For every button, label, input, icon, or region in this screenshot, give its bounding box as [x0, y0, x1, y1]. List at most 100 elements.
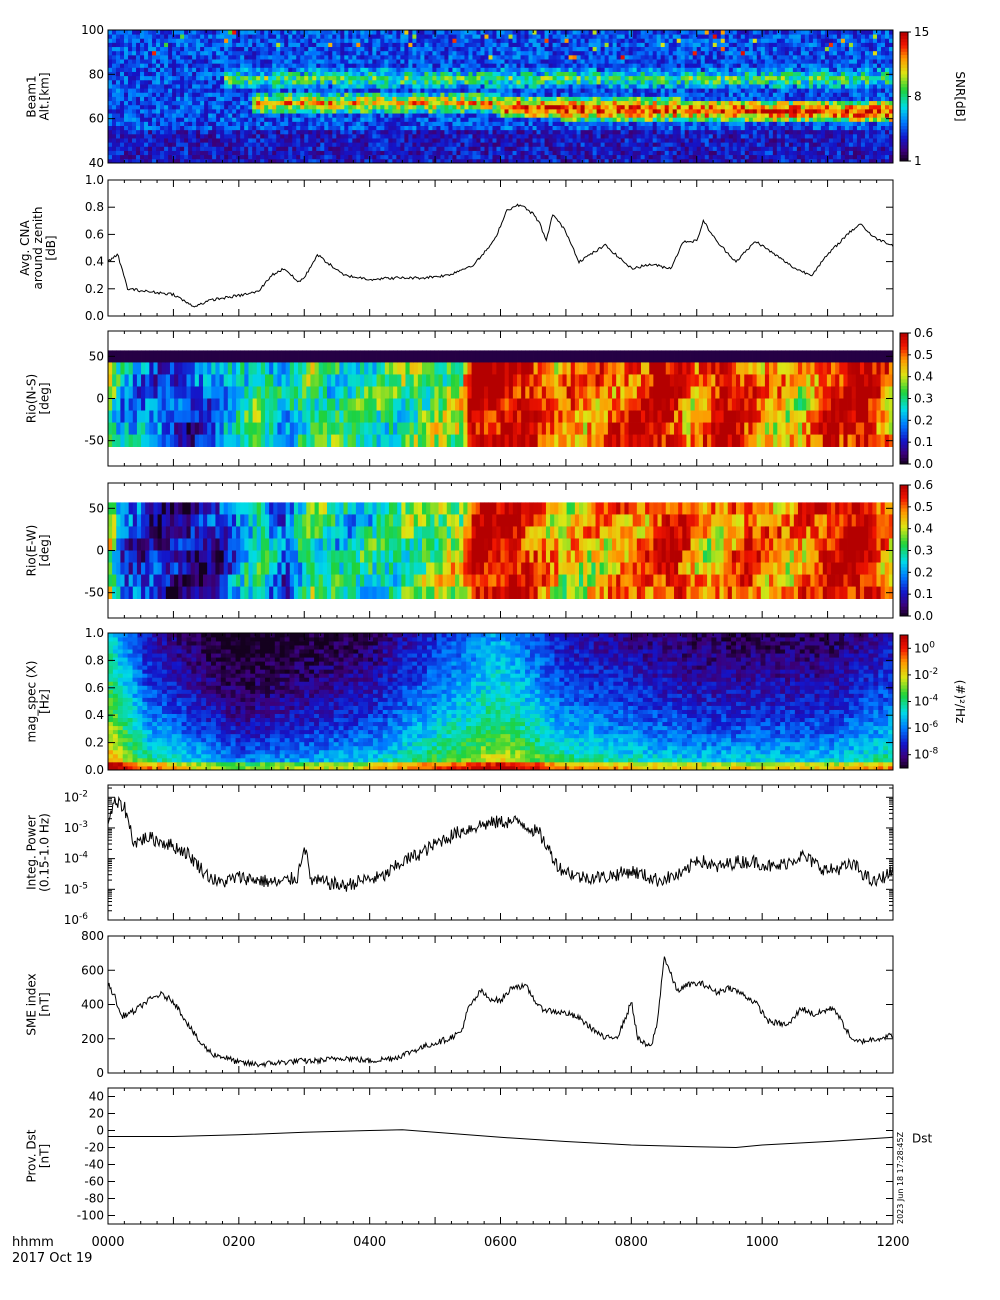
snr-cell	[588, 108, 594, 114]
snr-cell	[352, 50, 357, 56]
snr-cell	[592, 92, 598, 97]
snr-cell	[596, 59, 602, 64]
snr-cell	[108, 154, 113, 160]
snr-cell	[424, 42, 429, 48]
snr-cell	[424, 158, 429, 164]
snr-cell	[504, 92, 509, 97]
snr-cell	[672, 59, 678, 64]
snr-cell	[632, 92, 638, 97]
snr-cell	[708, 117, 714, 122]
snr-cell	[348, 88, 353, 93]
snr-cell	[116, 100, 121, 106]
snr-cell	[108, 92, 113, 97]
snr-cell	[236, 75, 241, 81]
snr-cell	[460, 59, 465, 64]
snr-cell	[400, 100, 405, 106]
snr-cell	[676, 138, 682, 143]
snr-cell	[444, 154, 449, 160]
snr-cell	[712, 67, 718, 72]
snr-cell	[504, 84, 509, 89]
snr-cell	[528, 104, 533, 110]
snr-cell	[552, 54, 557, 60]
snr-cell	[148, 59, 153, 64]
snr-cell	[252, 125, 257, 131]
snr-cell	[656, 50, 662, 56]
snr-cell	[496, 88, 501, 93]
snr-cell	[516, 108, 521, 114]
snr-cell	[452, 125, 457, 131]
snr-cell	[480, 46, 485, 52]
snr-cell	[300, 38, 305, 43]
snr-cell	[432, 63, 437, 68]
snr-cell	[536, 96, 541, 102]
snr-cell	[636, 30, 642, 35]
snr-cell	[284, 30, 289, 35]
snr-cell	[404, 71, 409, 77]
snr-cell	[672, 30, 678, 35]
snr-cell	[228, 133, 233, 139]
snr-cell	[704, 63, 710, 68]
snr-cell	[656, 108, 662, 114]
snr-cell	[320, 108, 325, 114]
snr-cell	[196, 108, 201, 114]
snr-cell	[652, 100, 658, 106]
snr-cell	[536, 38, 541, 43]
snr-cell	[336, 96, 341, 102]
snr-cell	[124, 142, 129, 147]
snr-cell	[292, 84, 297, 89]
snr-cell	[356, 54, 361, 60]
snr-cell	[396, 125, 401, 131]
snr-cell	[540, 84, 545, 89]
snr-cell	[632, 96, 638, 102]
snr-cell	[268, 54, 273, 60]
snr-cell	[416, 108, 421, 114]
snr-cell	[384, 146, 389, 151]
snr-cell	[316, 67, 321, 72]
snr-cell	[456, 63, 461, 68]
snr-cell	[232, 100, 237, 106]
snr-cell	[240, 84, 245, 89]
snr-cell	[272, 50, 277, 56]
snr-cell	[396, 84, 401, 89]
snr-cell	[264, 59, 269, 64]
snr-cell	[220, 42, 225, 48]
snr-cell	[432, 92, 437, 97]
snr-cell	[136, 100, 141, 106]
snr-cell	[420, 96, 425, 102]
snr-cell	[196, 133, 201, 139]
snr-cell	[440, 150, 445, 156]
snr-cell	[512, 38, 517, 43]
snr-cell	[308, 46, 313, 52]
snr-cell	[260, 117, 265, 122]
snr-cell	[392, 92, 397, 97]
snr-cell	[384, 142, 389, 147]
snr-cell	[340, 125, 345, 131]
snr-cell	[544, 133, 549, 139]
snr-cell	[400, 88, 405, 93]
snr-cell	[468, 142, 473, 147]
snr-cell	[540, 88, 545, 93]
snr-cell	[316, 54, 321, 60]
snr-cell	[484, 133, 489, 139]
snr-cell	[600, 30, 606, 35]
snr-cell	[548, 158, 553, 164]
snr-cell	[244, 54, 249, 60]
snr-cell	[116, 84, 121, 89]
snr-cell	[424, 104, 429, 110]
snr-cell	[324, 100, 329, 106]
snr-cell	[564, 113, 569, 118]
snr-cell	[424, 34, 429, 39]
snr-cell	[692, 158, 698, 164]
snr-cell	[572, 133, 577, 139]
snr-cell	[120, 142, 125, 147]
snr-cell	[268, 129, 273, 135]
snr-cell	[332, 146, 337, 151]
snr-cell	[660, 146, 666, 151]
snr-cell	[468, 146, 473, 151]
snr-cell	[124, 154, 129, 160]
snr-cell	[276, 146, 281, 151]
snr-cell	[644, 46, 650, 52]
snr-cell	[596, 79, 602, 85]
snr-cell	[368, 71, 373, 77]
snr-cell	[480, 67, 485, 72]
